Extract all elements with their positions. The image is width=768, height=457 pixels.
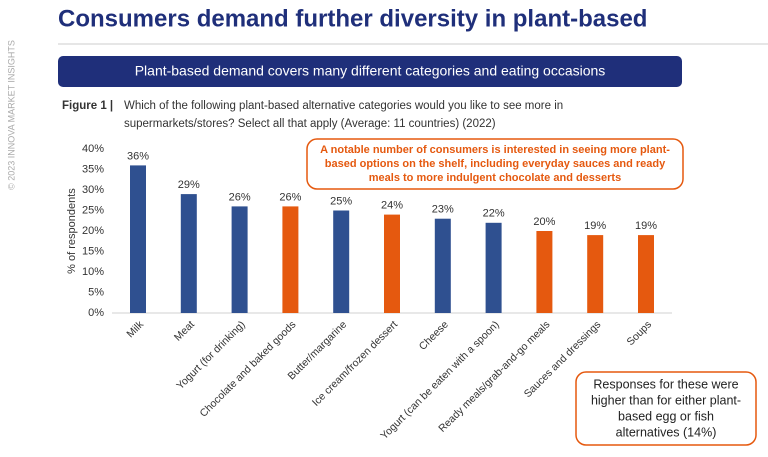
question: supermarkets/stores? Select all that app… <box>124 118 496 130</box>
x-tick-label: Milk <box>124 318 146 340</box>
bar <box>536 231 553 313</box>
value-label: 20% <box>533 216 555 228</box>
banner <box>58 56 682 87</box>
y-tick-label: 35% <box>82 163 104 175</box>
y-tick-label: 0% <box>88 307 104 319</box>
callout-text: meals to more indulgent chocolate and de… <box>369 172 621 184</box>
x-tick-label: Ready meals/grab-and-go meals <box>436 319 552 435</box>
y-axis-title: % of respondents <box>66 188 78 274</box>
callout-box <box>306 138 684 190</box>
value-label: 25% <box>330 195 352 207</box>
value-label: 19% <box>584 220 606 232</box>
value-label: 22% <box>483 208 505 220</box>
page-title: Consumers demand further diversity in pl… <box>58 5 647 32</box>
callout-text: A notable number of consumers is interes… <box>320 144 670 156</box>
copyright: © 2023 INNOVA MARKET INSIGHTS <box>6 40 16 190</box>
value-label: 26% <box>279 191 301 203</box>
note-text: alternatives (14%) <box>616 425 717 439</box>
banner-text: Plant-based demand covers many different… <box>135 63 606 79</box>
value-label: 19% <box>635 220 657 232</box>
figure-label: Figure 1 | <box>62 100 113 112</box>
bar <box>231 206 248 313</box>
y-tick-label: 15% <box>82 245 104 257</box>
value-label: 23% <box>432 204 454 216</box>
bar <box>485 222 502 313</box>
note-text: based egg or fish <box>618 409 714 423</box>
x-tick-label: Meat <box>172 319 197 344</box>
y-tick-label: 10% <box>82 266 104 278</box>
question: Which of the following plant-based alter… <box>124 100 563 112</box>
bar <box>130 165 146 313</box>
value-label: 29% <box>178 179 200 191</box>
bar <box>384 214 400 313</box>
x-tick-label: Chocolate and baked goods <box>198 319 299 420</box>
y-tick-label: 20% <box>82 225 104 237</box>
note-box <box>575 371 757 446</box>
y-tick-label: 5% <box>88 286 104 298</box>
value-label: 36% <box>127 150 149 162</box>
y-tick-label: 25% <box>82 204 104 216</box>
x-tick-label: Ice cream/frozen dessert <box>310 319 400 409</box>
value-label: 26% <box>229 191 251 203</box>
bar <box>587 235 604 313</box>
bar <box>180 194 197 313</box>
bar <box>638 235 654 313</box>
bar <box>282 206 299 313</box>
bar <box>333 210 350 313</box>
note-text: Responses for these were <box>593 377 738 391</box>
x-tick-label: Soups <box>625 319 655 349</box>
x-tick-label: Cheese <box>417 318 451 352</box>
bar <box>434 218 451 313</box>
value-label: 24% <box>381 200 403 212</box>
note-text: higher than for either plant- <box>591 393 741 407</box>
y-tick-label: 40% <box>82 143 104 155</box>
callout-text: based options on the shelf, including ev… <box>325 158 666 170</box>
y-tick-label: 30% <box>82 184 104 196</box>
